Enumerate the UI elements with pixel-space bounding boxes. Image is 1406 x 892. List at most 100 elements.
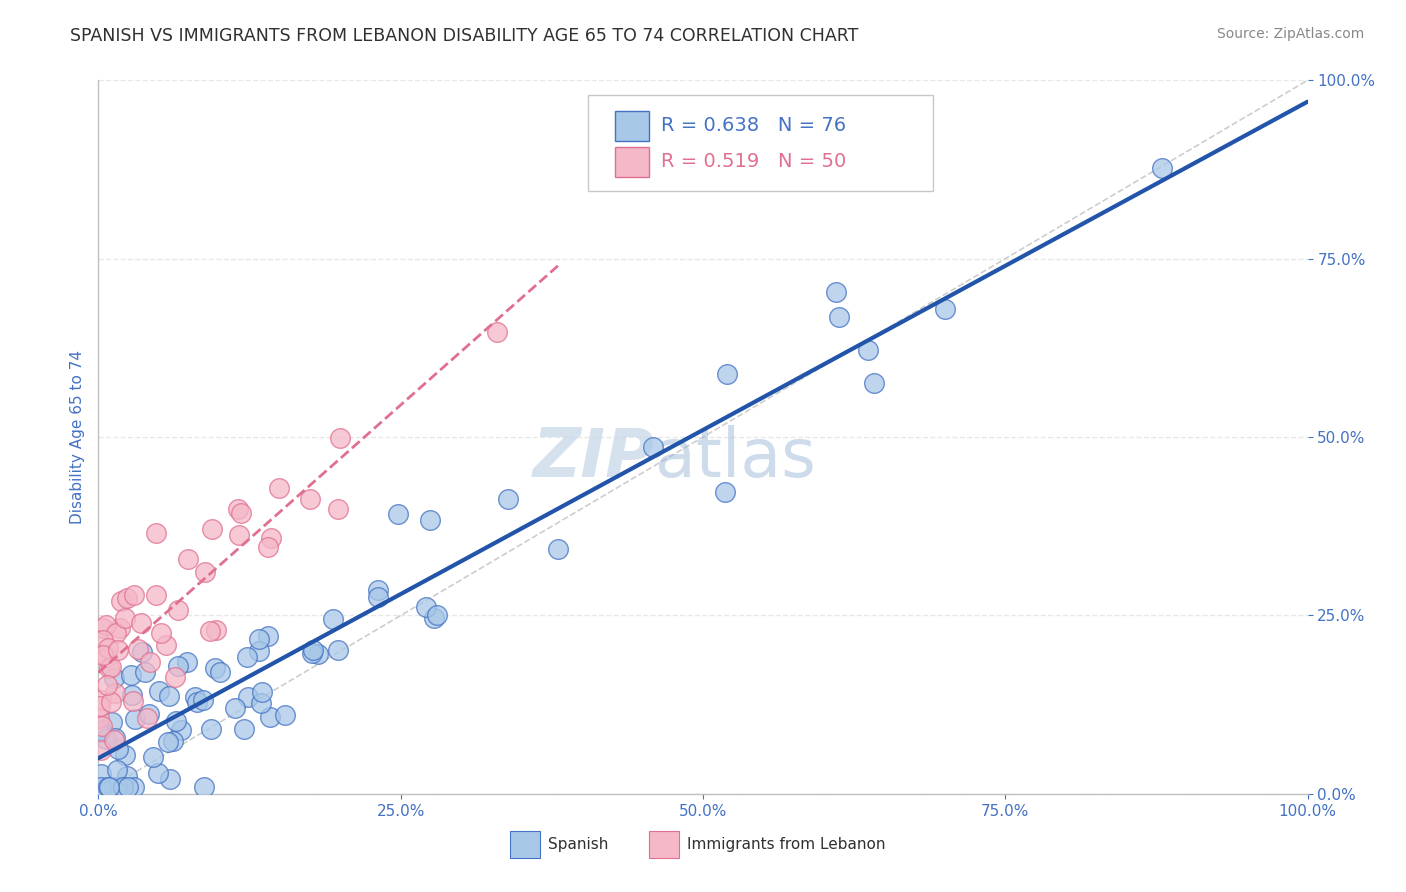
Point bbox=[139, 655, 162, 669]
Point bbox=[322, 612, 344, 626]
Point bbox=[200, 722, 222, 736]
Point bbox=[274, 708, 297, 723]
Point bbox=[250, 685, 273, 699]
Point bbox=[110, 593, 132, 607]
Point bbox=[486, 325, 509, 339]
Point bbox=[326, 643, 349, 657]
Point bbox=[176, 655, 198, 669]
Point bbox=[100, 695, 122, 709]
Point bbox=[103, 733, 125, 747]
Point bbox=[204, 661, 226, 675]
Point bbox=[184, 690, 207, 704]
Point bbox=[112, 780, 135, 794]
Point bbox=[96, 678, 118, 692]
Point bbox=[267, 481, 290, 495]
Point bbox=[127, 641, 149, 656]
Point bbox=[862, 376, 884, 390]
Point bbox=[145, 526, 167, 541]
Point bbox=[148, 684, 170, 698]
Point bbox=[129, 616, 152, 631]
Point bbox=[89, 711, 111, 725]
Point bbox=[105, 625, 128, 640]
Point bbox=[105, 764, 128, 778]
Point bbox=[93, 648, 115, 663]
Point bbox=[200, 624, 222, 638]
Point bbox=[150, 625, 173, 640]
Point bbox=[259, 710, 281, 724]
Point bbox=[167, 658, 190, 673]
Point bbox=[122, 588, 145, 602]
Point bbox=[90, 742, 112, 756]
Point bbox=[120, 667, 142, 681]
Point bbox=[115, 591, 138, 606]
Point bbox=[193, 780, 215, 794]
Point bbox=[328, 501, 350, 516]
Text: atlas: atlas bbox=[655, 425, 815, 491]
Point bbox=[90, 766, 112, 780]
Point bbox=[301, 646, 323, 660]
Point bbox=[104, 686, 127, 700]
Point bbox=[329, 431, 352, 445]
Text: Spanish: Spanish bbox=[548, 837, 609, 852]
Text: R = 0.638   N = 76: R = 0.638 N = 76 bbox=[661, 117, 846, 136]
Point bbox=[145, 588, 167, 602]
Point bbox=[194, 565, 217, 579]
Point bbox=[89, 724, 111, 739]
Point bbox=[496, 491, 519, 506]
Point bbox=[228, 528, 250, 542]
Point bbox=[100, 659, 122, 673]
Point bbox=[94, 617, 117, 632]
Point bbox=[177, 551, 200, 566]
Point bbox=[97, 640, 120, 655]
Point bbox=[298, 492, 321, 507]
Point bbox=[419, 513, 441, 527]
Point bbox=[103, 671, 125, 685]
Point bbox=[96, 731, 118, 746]
Point bbox=[236, 649, 259, 664]
Point bbox=[122, 780, 145, 794]
Point bbox=[238, 690, 260, 704]
Point bbox=[110, 621, 132, 635]
Point bbox=[367, 590, 389, 604]
Point bbox=[157, 689, 180, 703]
Text: Immigrants from Lebanon: Immigrants from Lebanon bbox=[688, 837, 886, 852]
Text: SPANISH VS IMMIGRANTS FROM LEBANON DISABILITY AGE 65 TO 74 CORRELATION CHART: SPANISH VS IMMIGRANTS FROM LEBANON DISAB… bbox=[70, 27, 859, 45]
Point bbox=[91, 632, 114, 647]
Point bbox=[260, 532, 283, 546]
FancyBboxPatch shape bbox=[588, 95, 932, 191]
Point bbox=[233, 723, 256, 737]
Point bbox=[89, 699, 111, 714]
Point bbox=[146, 766, 169, 780]
Point bbox=[163, 670, 186, 684]
Point bbox=[165, 714, 187, 729]
Point bbox=[191, 693, 214, 707]
Point bbox=[201, 522, 224, 536]
Point bbox=[224, 701, 246, 715]
Point bbox=[423, 611, 446, 625]
Bar bbox=[614, 146, 648, 177]
Point bbox=[121, 694, 143, 708]
Point bbox=[256, 541, 278, 555]
Point bbox=[257, 629, 280, 643]
Point bbox=[91, 621, 114, 635]
Point bbox=[121, 688, 143, 702]
Point bbox=[1152, 161, 1174, 175]
Point bbox=[104, 731, 127, 746]
Point bbox=[934, 301, 956, 316]
Point bbox=[142, 750, 165, 764]
Point bbox=[716, 368, 738, 382]
Text: R = 0.519   N = 50: R = 0.519 N = 50 bbox=[661, 153, 846, 171]
Point bbox=[367, 583, 389, 598]
Point bbox=[90, 693, 112, 707]
Point bbox=[166, 603, 188, 617]
Point bbox=[827, 310, 849, 324]
Point bbox=[155, 638, 177, 652]
Text: Source: ZipAtlas.com: Source: ZipAtlas.com bbox=[1216, 27, 1364, 41]
Point bbox=[131, 645, 153, 659]
Point bbox=[247, 643, 270, 657]
Point bbox=[90, 723, 112, 737]
Point bbox=[415, 599, 437, 614]
Point bbox=[97, 780, 120, 794]
Point bbox=[204, 624, 226, 638]
Y-axis label: Disability Age 65 to 74: Disability Age 65 to 74 bbox=[69, 350, 84, 524]
